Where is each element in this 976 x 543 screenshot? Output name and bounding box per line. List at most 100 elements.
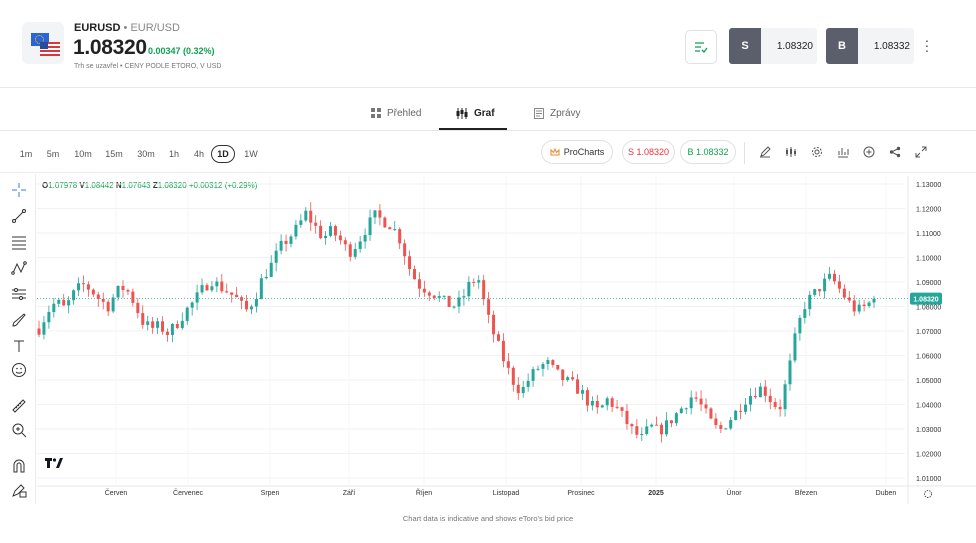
candle-body <box>195 292 199 303</box>
candle-body <box>452 306 456 308</box>
timeframe-10m[interactable]: 10m <box>74 149 92 159</box>
candle-body <box>650 424 654 427</box>
y-tick-label: 1.03000 <box>916 427 941 434</box>
timeframe-5m[interactable]: 5m <box>46 149 60 159</box>
add-icon[interactable] <box>862 145 876 159</box>
candle-body <box>625 410 629 425</box>
tab-overview[interactable]: Přehled <box>371 96 421 130</box>
sell-pill-button[interactable]: S 1.08320 <box>622 140 675 164</box>
y-tick-label: 1.01000 <box>916 476 941 483</box>
candle-body <box>378 210 382 218</box>
candle-body <box>210 286 214 291</box>
y-tick-label: 1.04000 <box>916 403 941 410</box>
timeframe-1m[interactable]: 1m <box>19 149 33 159</box>
pattern-icon[interactable] <box>11 260 27 276</box>
watchlist-button[interactable] <box>685 30 717 64</box>
timeframe-1d[interactable]: 1D <box>211 145 235 163</box>
candle-body <box>506 361 510 368</box>
candle-body <box>121 285 125 290</box>
draw-icon[interactable] <box>758 145 772 159</box>
brush-icon[interactable] <box>11 312 27 328</box>
candle-body <box>47 312 51 323</box>
candle-body <box>126 289 130 292</box>
candle-body <box>580 390 584 394</box>
instrument-price: 1.08320 <box>73 36 147 59</box>
buy-button[interactable]: B 1.08332 <box>826 28 914 64</box>
candle-body <box>442 295 446 297</box>
tab-chart[interactable]: Graf <box>456 96 495 130</box>
candle-body <box>694 397 698 399</box>
y-tick-label: 1.09000 <box>916 280 941 287</box>
timeframe-15m[interactable]: 15m <box>105 149 123 159</box>
zoom-icon[interactable] <box>11 422 27 438</box>
candle-body <box>655 424 659 426</box>
ruler-icon[interactable] <box>11 398 27 414</box>
candle-body <box>669 420 673 424</box>
candle-body <box>823 278 827 292</box>
candle-body <box>487 299 491 315</box>
candle-body <box>111 297 115 312</box>
fullscreen-icon[interactable] <box>914 145 928 159</box>
buy-pill-button[interactable]: B 1.08332 <box>680 140 736 164</box>
trendline-icon[interactable] <box>11 208 27 224</box>
candle-body <box>630 424 634 427</box>
candle-body <box>319 225 323 239</box>
candle-body <box>660 424 664 435</box>
text-icon[interactable] <box>11 338 27 354</box>
candle-body <box>62 299 66 306</box>
magnet-icon[interactable] <box>11 458 27 474</box>
candle-body <box>116 285 120 298</box>
candle-body <box>482 280 486 300</box>
timeframe-1h[interactable]: 1h <box>168 149 179 159</box>
candle-body <box>645 426 649 435</box>
crosshair-icon[interactable] <box>11 182 27 198</box>
candle-body <box>798 317 802 334</box>
candle-body <box>408 256 412 270</box>
chart-disclaimer: Chart data is indicative and shows eToro… <box>402 514 574 523</box>
candle-body <box>640 434 644 436</box>
candle-body <box>289 236 293 244</box>
candle-body <box>180 320 184 328</box>
candle-body <box>531 369 535 381</box>
candle-body <box>215 281 219 287</box>
candle-body <box>674 413 678 424</box>
candle-body <box>857 304 861 312</box>
candle-body <box>818 289 822 292</box>
candle-body <box>832 273 836 282</box>
candle-body <box>526 380 530 387</box>
lock-draw-icon[interactable] <box>11 482 27 498</box>
procharts-button[interactable]: ProCharts <box>541 140 613 164</box>
timeframe-4h[interactable]: 4h <box>193 149 204 159</box>
share-icon[interactable] <box>888 145 902 159</box>
timeframe-30m[interactable]: 30m <box>137 149 155 159</box>
candle-body <box>338 235 342 241</box>
candle-body <box>763 386 767 396</box>
candle-body <box>571 377 575 380</box>
candle-body <box>52 303 56 313</box>
candle-body <box>521 386 525 394</box>
grid-icon <box>371 108 381 118</box>
more-options-icon[interactable]: · · · <box>924 32 930 58</box>
candle-body <box>254 299 258 307</box>
fib-icon[interactable] <box>11 234 27 250</box>
toolbar-separator <box>744 142 745 164</box>
candle-body <box>358 241 362 250</box>
tab-news[interactable]: Zprávy <box>534 96 581 130</box>
market-status: Trh se uzavřel • CENY PODLE ETORO, V USD <box>74 63 222 70</box>
compare-icon[interactable] <box>836 145 850 159</box>
candle-body <box>862 304 866 306</box>
sell-button[interactable]: S 1.08320 <box>729 28 817 64</box>
x-tick-label: Duben <box>876 490 897 497</box>
settings-icon[interactable] <box>810 145 824 159</box>
x-tick-label: Únor <box>726 488 742 497</box>
emoji-icon[interactable] <box>11 362 27 378</box>
candle-body <box>615 406 619 408</box>
prediction-icon[interactable] <box>11 286 27 302</box>
instrument-symbol: EURUSD • EUR/USD <box>74 22 180 34</box>
current-price-label: 1.08320 <box>913 297 938 304</box>
timeframe-1w[interactable]: 1W <box>244 149 258 159</box>
candle-body <box>773 402 777 407</box>
candle-body <box>249 306 253 310</box>
candle-body <box>744 404 748 412</box>
indicators-icon[interactable] <box>784 145 798 159</box>
